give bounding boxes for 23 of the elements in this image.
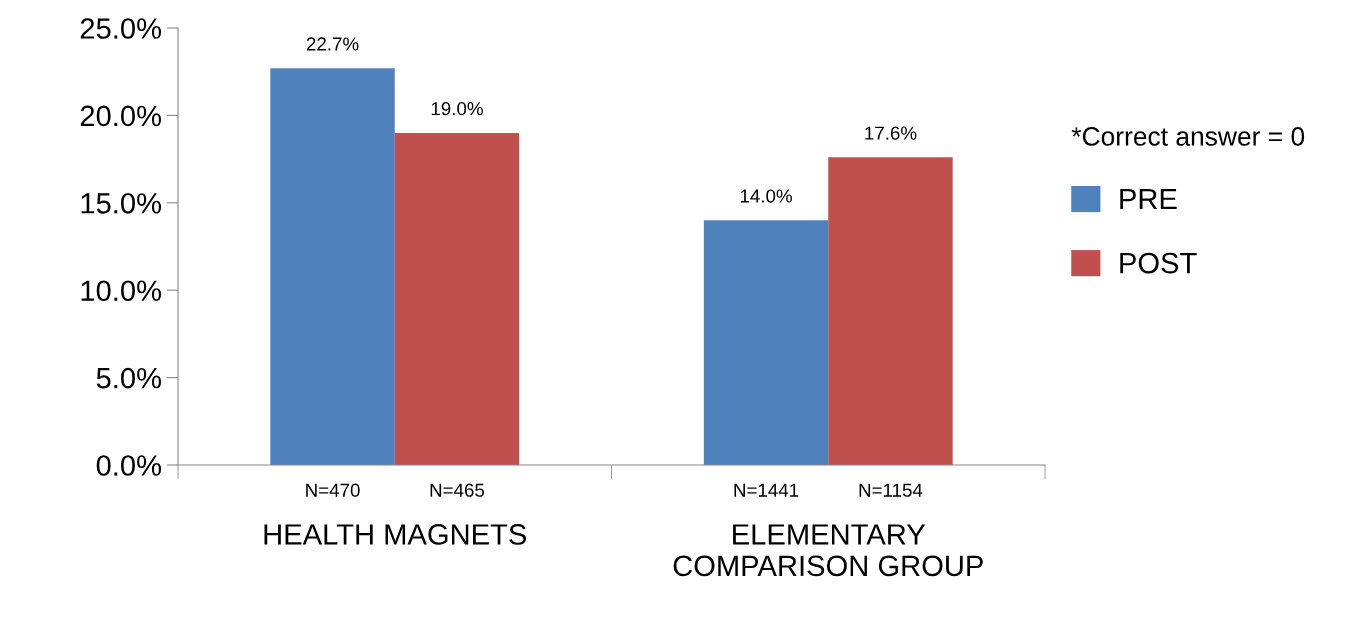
y-tick-label: 25.0% bbox=[80, 18, 161, 39]
data-label: 19.0% bbox=[431, 102, 483, 116]
text: N=1441 bbox=[734, 483, 799, 497]
legend-label: POST bbox=[1120, 252, 1197, 274]
legend-label: PRE bbox=[1120, 188, 1177, 210]
text: N=470 bbox=[306, 483, 360, 497]
y-tick-label: 10.0% bbox=[81, 280, 161, 302]
y-tick-label: 15.0% bbox=[81, 193, 161, 214]
y-tick-label: 5.0% bbox=[96, 367, 161, 389]
bar bbox=[828, 157, 953, 465]
y-tick-label: 20.0% bbox=[80, 105, 161, 127]
text: N=465 bbox=[430, 483, 485, 497]
bar bbox=[394, 132, 520, 465]
y-tick-label: 0.0% bbox=[96, 455, 161, 476]
text: N=1154 bbox=[859, 483, 923, 497]
data-label: 14.0% bbox=[740, 189, 792, 203]
bar bbox=[270, 68, 395, 465]
x-tick-label: ELEMENTARY COMPARISON GROUP bbox=[673, 524, 983, 577]
legend-title: *Correct answer = 0 bbox=[1071, 127, 1305, 146]
x-tick-label: HEALTH MAGNETS bbox=[264, 524, 527, 545]
bar bbox=[703, 220, 829, 465]
data-label: 17.6% bbox=[865, 126, 917, 140]
data-label: 22.7% bbox=[306, 37, 359, 51]
